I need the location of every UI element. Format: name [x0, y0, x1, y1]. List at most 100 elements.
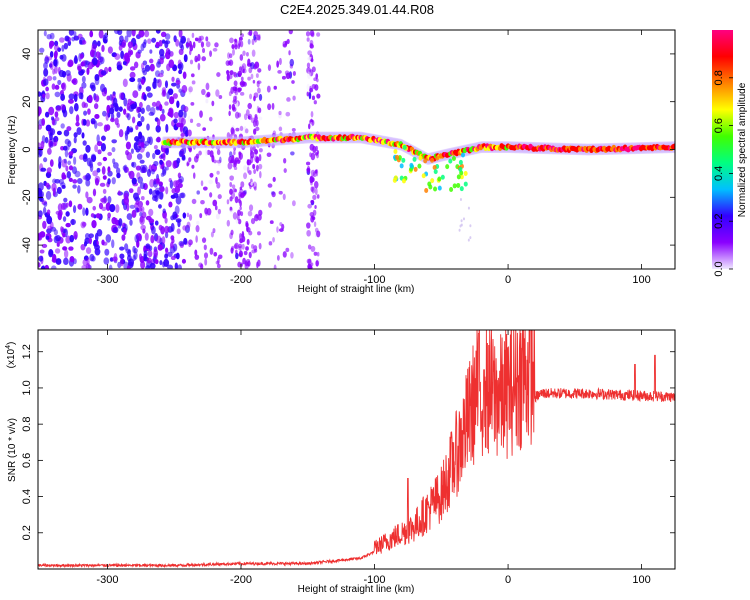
noise-blob	[175, 196, 182, 205]
noise-blob	[252, 79, 256, 84]
signal-branch-blob	[433, 186, 438, 192]
noise-blob	[159, 260, 163, 266]
noise-blob	[239, 33, 244, 38]
noise-blob	[134, 196, 141, 202]
noise-blob	[94, 175, 101, 184]
noise-blob	[216, 72, 221, 78]
noise-blob	[77, 203, 83, 210]
spectrogram-ytick-label: 40	[21, 48, 33, 60]
noise-blob	[256, 80, 262, 85]
noise-blob	[102, 36, 108, 44]
noise-blob	[226, 73, 230, 82]
noise-blob	[115, 167, 121, 175]
noise-blob	[291, 80, 295, 84]
noise-blob	[73, 156, 77, 165]
noise-blob	[311, 95, 316, 101]
noise-blob	[251, 244, 255, 249]
noise-blob	[65, 144, 70, 151]
noise-blob	[99, 182, 106, 187]
noise-blob	[127, 50, 132, 58]
noise-blob	[160, 31, 167, 38]
noise-blob	[43, 30, 47, 37]
noise-blob	[60, 103, 66, 111]
noise-blob	[128, 258, 135, 267]
noise-blob	[85, 207, 89, 216]
noise-blob	[196, 190, 200, 195]
noise-blob	[214, 205, 218, 211]
signal-branch-blob	[459, 174, 464, 180]
noise-blob	[131, 161, 137, 168]
noise-blob	[230, 86, 234, 95]
noise-blob	[190, 73, 195, 78]
noise-blob	[278, 126, 283, 132]
noise-blob	[140, 196, 145, 201]
signal-tail-blob	[458, 228, 461, 232]
noise-blob	[158, 48, 165, 57]
snr-ytick-label: 0.8	[21, 417, 33, 432]
snr-ticks: -300 -200 -100 0 100 0.2 0.4 0.6 0.8 1.0 1.2	[21, 330, 675, 586]
noise-blob	[201, 237, 207, 243]
noise-blob	[62, 216, 67, 222]
noise-blob	[38, 106, 42, 116]
noise-blob	[291, 200, 296, 207]
noise-blob	[64, 149, 69, 158]
noise-blob	[130, 103, 137, 110]
noise-blob	[285, 247, 290, 253]
noise-blob	[94, 113, 100, 119]
noise-blob	[49, 51, 54, 58]
noise-blob	[48, 249, 54, 256]
spectrogram-ytick-label: -20	[21, 189, 33, 205]
noise-blob	[44, 136, 49, 144]
noise-blob	[137, 176, 144, 184]
noise-blob	[227, 60, 231, 65]
spectrogram-xtick-label: 100	[632, 274, 650, 286]
noise-blob	[76, 177, 83, 185]
signal-tail-blob	[467, 206, 470, 210]
noise-blob	[183, 54, 188, 63]
noise-blob	[177, 63, 182, 69]
noise-blob	[258, 148, 263, 153]
noise-blob	[100, 83, 106, 93]
noise-blob	[209, 192, 213, 198]
snr-ytick-label: 0.6	[21, 453, 33, 468]
noise-blob	[57, 203, 63, 212]
noise-blob	[86, 196, 93, 204]
signal-branch-blob	[458, 159, 463, 165]
noise-blob	[255, 126, 260, 132]
noise-blob	[131, 30, 136, 37]
colorbar-ticks: 0.0 0.2 0.4 0.6 0.8	[713, 70, 733, 277]
noise-blob	[162, 152, 166, 161]
noise-blob	[122, 53, 129, 62]
noise-blob	[240, 76, 244, 81]
noise-blob	[205, 99, 209, 104]
noise-blob	[83, 240, 88, 247]
noise-blob	[64, 35, 70, 42]
noise-blob	[229, 151, 233, 158]
noise-blob	[155, 125, 161, 133]
noise-blob	[188, 87, 192, 95]
noise-blob	[59, 37, 65, 43]
noise-blob	[82, 259, 88, 266]
noise-blob	[56, 242, 60, 247]
noise-blob	[233, 150, 236, 156]
noise-blob	[213, 252, 218, 257]
signal-blob	[672, 143, 675, 149]
spectrogram-xtick-label: 0	[505, 274, 511, 286]
noise-blob	[161, 39, 166, 44]
spectrogram-xtick-label: -200	[230, 274, 252, 286]
noise-blob	[150, 234, 155, 244]
noise-blob	[276, 60, 280, 68]
noise-blob	[89, 30, 94, 38]
noise-blob	[161, 108, 165, 115]
noise-blob	[126, 30, 132, 38]
noise-blob	[42, 206, 47, 216]
noise-blob	[158, 104, 163, 112]
noise-blob	[270, 191, 275, 195]
signal-tail-blob	[469, 236, 472, 240]
noise-blob	[51, 137, 57, 143]
noise-blob	[147, 38, 152, 45]
noise-blob	[271, 143, 275, 149]
noise-blob	[137, 49, 142, 54]
noise-blob	[164, 225, 170, 234]
noise-blob	[157, 244, 163, 251]
